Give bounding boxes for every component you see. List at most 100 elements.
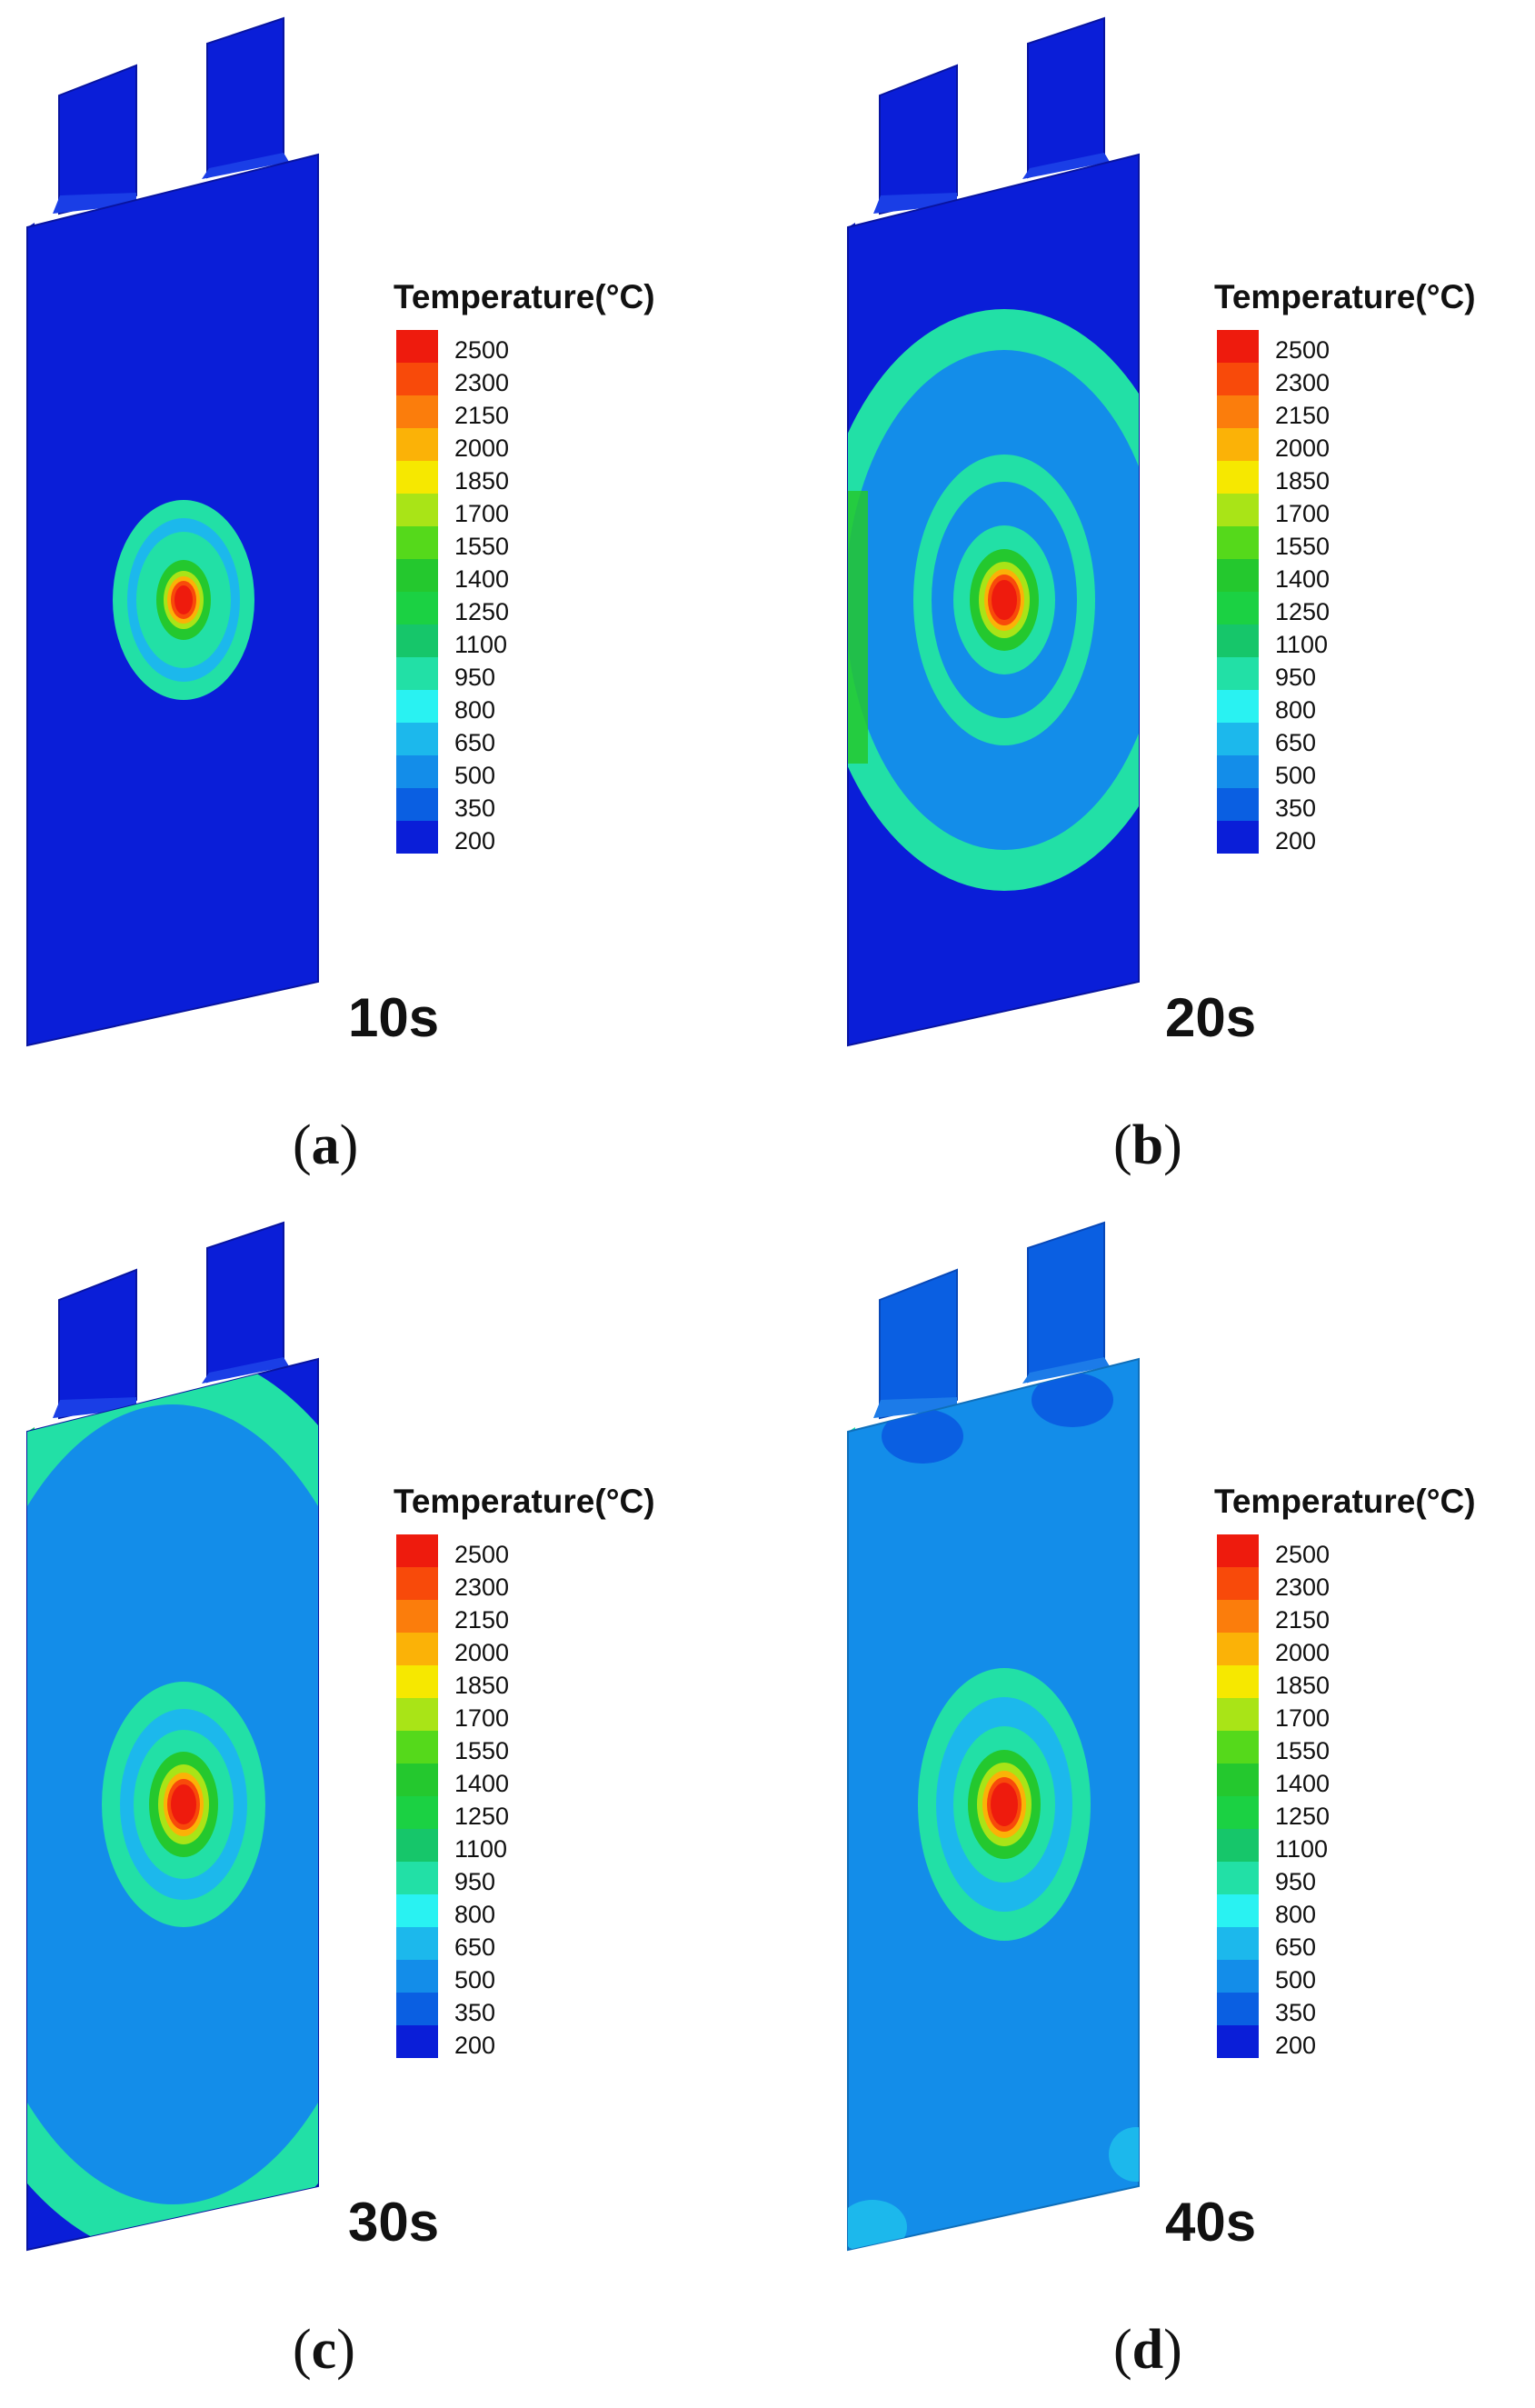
legend-label: 1250 bbox=[1275, 1803, 1331, 1830]
legend-swatch bbox=[1217, 755, 1259, 788]
legend-label: 2150 bbox=[1275, 1606, 1331, 1634]
legend-swatch bbox=[396, 1927, 438, 1960]
legend-swatch bbox=[1217, 1960, 1259, 1993]
legend-label: 1250 bbox=[1275, 598, 1331, 625]
legend-label: 650 bbox=[1275, 1933, 1317, 1961]
legend-label: 1700 bbox=[1275, 1704, 1331, 1732]
legend-swatch bbox=[1217, 821, 1259, 854]
legend-label: 500 bbox=[454, 1966, 496, 1993]
legend-swatch bbox=[396, 1600, 438, 1633]
legend-label: 2300 bbox=[454, 369, 510, 396]
legend-swatch bbox=[1217, 788, 1259, 821]
legend-label: 1100 bbox=[1275, 631, 1329, 658]
panel-c: Temperature(°C) 2500 2300 2150 2000 1850… bbox=[0, 1204, 767, 2408]
legend-label: 2150 bbox=[454, 402, 510, 429]
legend-swatch bbox=[396, 755, 438, 788]
legend-swatch bbox=[1217, 592, 1259, 624]
legend-title: Temperature(°C) bbox=[394, 1483, 655, 1520]
legend-label: 200 bbox=[454, 2032, 496, 2059]
legend-swatch bbox=[1217, 1862, 1259, 1894]
legend-swatch bbox=[396, 461, 438, 494]
legend-label: 200 bbox=[1275, 2032, 1317, 2059]
legend-swatch bbox=[396, 526, 438, 559]
legend-swatch bbox=[1217, 1731, 1259, 1764]
legend-swatch bbox=[396, 1894, 438, 1927]
panel-caption: (b) bbox=[1113, 1114, 1182, 1176]
legend-label: 500 bbox=[1275, 1966, 1317, 1993]
legend-label: 650 bbox=[454, 729, 496, 756]
legend-label: 1550 bbox=[454, 1737, 510, 1764]
legend-swatch bbox=[1217, 330, 1259, 363]
legend-swatch bbox=[396, 1960, 438, 1993]
legend-swatch bbox=[396, 1993, 438, 2025]
legend-label: 800 bbox=[454, 696, 496, 724]
legend-colorbar bbox=[1217, 1534, 1259, 2058]
legend-swatch bbox=[396, 395, 438, 428]
legend-label: 1400 bbox=[454, 1770, 510, 1797]
legend-swatch bbox=[1217, 624, 1259, 657]
legend-swatch bbox=[1217, 723, 1259, 755]
legend-colorbar bbox=[1217, 330, 1259, 854]
legend-swatch bbox=[396, 1633, 438, 1665]
legend-swatch bbox=[396, 1764, 438, 1796]
legend-swatch bbox=[1217, 1993, 1259, 2025]
legend-swatch bbox=[1217, 690, 1259, 723]
legend-label: 800 bbox=[454, 1901, 496, 1928]
legend-swatch bbox=[396, 1698, 438, 1731]
legend-swatch bbox=[1217, 559, 1259, 592]
legend-label: 350 bbox=[1275, 794, 1317, 822]
legend-label: 1550 bbox=[1275, 533, 1331, 560]
legend-swatch bbox=[396, 592, 438, 624]
panel-b: Temperature(°C) 2500 2300 2150 2000 1850… bbox=[768, 0, 1535, 1204]
legend-label: 2300 bbox=[454, 1574, 510, 1601]
legend-swatch bbox=[1217, 428, 1259, 461]
legend-label: 1850 bbox=[1275, 467, 1331, 495]
legend-label: 1400 bbox=[454, 565, 510, 593]
time-label: 40s bbox=[1165, 2192, 1257, 2253]
legend-label: 500 bbox=[1275, 762, 1317, 789]
legend-label: 2000 bbox=[454, 435, 510, 462]
legend-swatch bbox=[1217, 363, 1259, 395]
legend-swatch bbox=[396, 1534, 438, 1567]
legend-label: 950 bbox=[454, 1868, 496, 1895]
legend-swatch bbox=[1217, 1633, 1259, 1665]
panel-caption: (a) bbox=[293, 1114, 359, 1176]
legend-swatch bbox=[396, 1796, 438, 1829]
legend-label: 1400 bbox=[1275, 565, 1331, 593]
legend-label: 350 bbox=[454, 1999, 496, 2026]
legend-swatch bbox=[396, 1862, 438, 1894]
legend-swatch bbox=[1217, 1698, 1259, 1731]
legend-swatch bbox=[1217, 657, 1259, 690]
legend-label: 2150 bbox=[454, 1606, 510, 1634]
legend-label: 350 bbox=[454, 794, 496, 822]
legend-colorbar bbox=[396, 1534, 438, 2058]
legend-swatch bbox=[396, 821, 438, 854]
legend-swatch bbox=[1217, 395, 1259, 428]
legend-label: 800 bbox=[1275, 696, 1317, 724]
legend-swatch bbox=[396, 428, 438, 461]
panel-a: Temperature(°C) 2500 2300 2150 2000 1850… bbox=[0, 0, 767, 1204]
legend-swatch bbox=[1217, 494, 1259, 526]
legend-swatch bbox=[1217, 461, 1259, 494]
legend-swatch bbox=[396, 723, 438, 755]
legend-label: 2000 bbox=[1275, 435, 1331, 462]
legend-swatch bbox=[1217, 1764, 1259, 1796]
legend-label: 1100 bbox=[1275, 1835, 1329, 1863]
legend-label: 2000 bbox=[454, 1639, 510, 1666]
legend-title: Temperature(°C) bbox=[1214, 1483, 1476, 1520]
legend-label: 1100 bbox=[454, 631, 508, 658]
legend-swatch bbox=[1217, 1665, 1259, 1698]
legend-swatch bbox=[396, 788, 438, 821]
battery-cell-40s bbox=[847, 1221, 1140, 2252]
legend-swatch bbox=[1217, 1534, 1259, 1567]
legend-label: 1700 bbox=[1275, 500, 1331, 527]
legend-swatch bbox=[1217, 2025, 1259, 2058]
panel-d: Temperature(°C) 2500 2300 2150 2000 1850… bbox=[768, 1204, 1535, 2408]
legend-swatch bbox=[396, 690, 438, 723]
legend-swatch bbox=[396, 559, 438, 592]
legend-label: 200 bbox=[454, 827, 496, 854]
legend-label: 2500 bbox=[454, 336, 510, 364]
legend-swatch bbox=[396, 2025, 438, 2058]
legend-label: 950 bbox=[1275, 664, 1317, 691]
time-label: 10s bbox=[348, 987, 440, 1048]
